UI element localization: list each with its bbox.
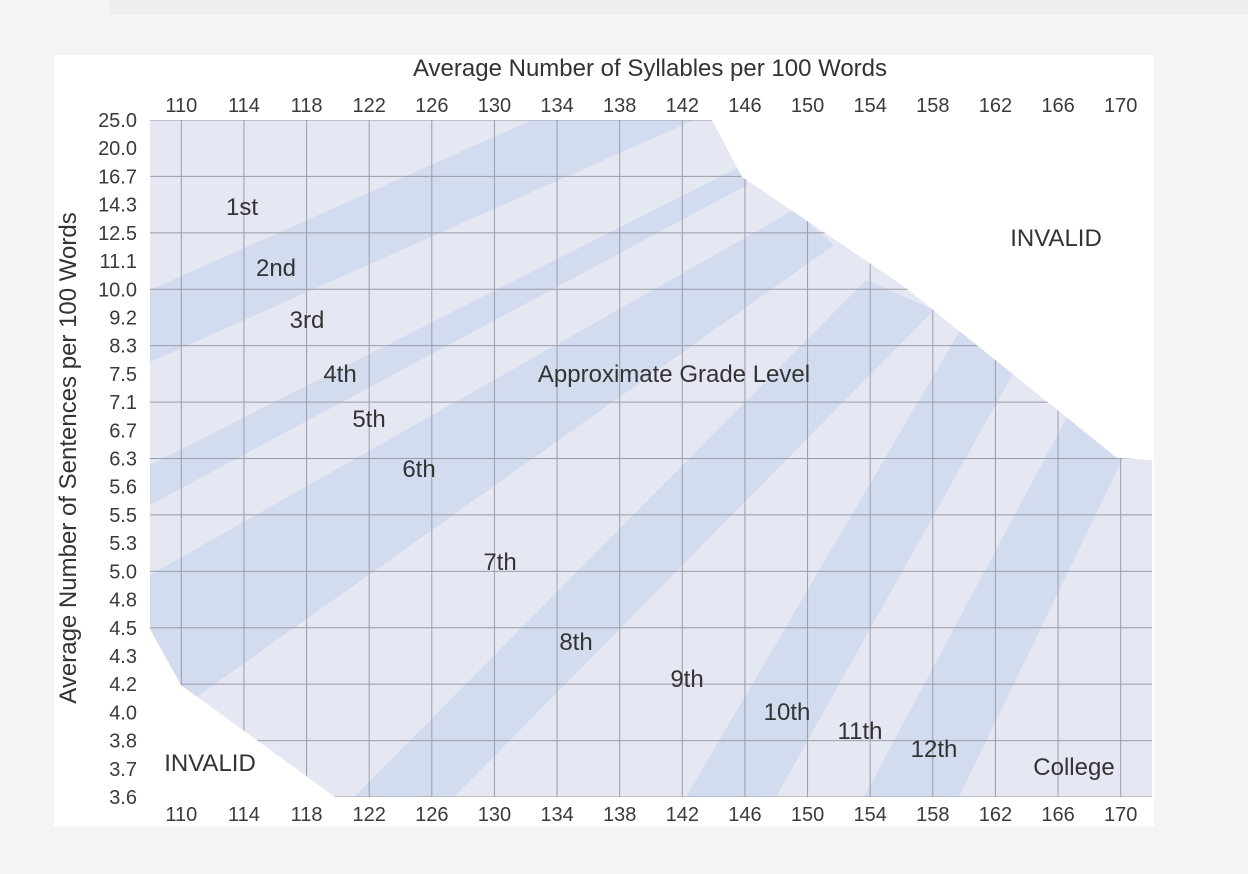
grade-label-2nd: 2nd — [256, 255, 296, 282]
x-tick-label-top: 126 — [415, 95, 448, 117]
x-tick-label-top: 114 — [228, 95, 260, 117]
y-tick-label: 3.8 — [109, 731, 137, 753]
x-tick-label-top: 170 — [1104, 95, 1137, 117]
y-tick-label: 8.3 — [109, 336, 137, 358]
y-tick-label: 25.0 — [98, 110, 137, 132]
x-tick-label-bottom: 170 — [1104, 804, 1137, 826]
x-axis-top: 110 114 118 122 126 130 134 138 142 146 150 154 158 1… — [165, 95, 1137, 117]
x-tick-label-top: 122 — [353, 95, 386, 117]
fry-readability-graph: 110 114 118 122 126 130 134 138 142 146 150 154 158 1… — [54, 55, 1154, 826]
y-tick-label: 6.7 — [109, 420, 137, 442]
grade-label-9th: 9th — [670, 666, 703, 693]
x-tick-label-bottom: 126 — [415, 804, 448, 826]
grade-band-12th — [864, 385, 1144, 797]
x-tick-label-bottom: 122 — [353, 804, 386, 826]
x-tick-label-bottom: 138 — [603, 804, 636, 826]
grade-label-4th: 4th — [323, 361, 356, 388]
grade-label-college: College — [1033, 754, 1114, 781]
x-tick-label-bottom: 150 — [791, 804, 824, 826]
y-axis-title: Average Number of Sentences per 100 Word… — [55, 212, 82, 703]
grade-label-3rd: 3rd — [290, 307, 325, 334]
x-tick-label-top: 134 — [540, 95, 573, 117]
y-tick-label: 3.7 — [109, 759, 137, 781]
x-tick-label-bottom: 154 — [854, 804, 887, 826]
grade-band-6th — [150, 210, 834, 730]
y-tick-label: 9.2 — [109, 307, 137, 329]
y-tick-label: 7.1 — [109, 392, 137, 414]
y-tick-label: 4.5 — [109, 618, 137, 640]
grade-label-11th: 11th — [838, 718, 883, 745]
x-tick-label-bottom: 114 — [228, 804, 260, 826]
y-tick-label: 4.0 — [109, 702, 137, 724]
y-tick-label: 5.0 — [109, 561, 137, 583]
grade-label-5th: 5th — [352, 406, 385, 433]
y-tick-label: 6.3 — [109, 449, 137, 471]
top-strip — [110, 0, 1248, 14]
x-tick-label-top: 154 — [854, 95, 887, 117]
y-tick-label: 4.8 — [109, 590, 137, 612]
y-tick-label: 12.5 — [98, 223, 137, 245]
x-tick-label-top: 158 — [916, 95, 949, 117]
chart-svg: 110 114 118 122 126 130 134 138 142 146 150 154 158 1… — [55, 55, 1152, 826]
x-tick-label-top: 166 — [1041, 95, 1074, 117]
grade-label-6th: 6th — [402, 456, 435, 483]
y-tick-label: 20.0 — [98, 138, 137, 160]
invalid-label-lower-left: INVALID — [164, 750, 256, 777]
y-axis: 25.0 20.0 16.7 14.3 12.5 11.1 10.0 9.2 8.3 7.5 7.1… — [98, 110, 137, 809]
y-tick-label: 16.7 — [98, 166, 137, 188]
y-tick-label: 5.6 — [109, 477, 137, 499]
grade-band-4th — [150, 163, 747, 505]
grade-bands — [150, 120, 1144, 797]
grade-band-8th — [354, 280, 934, 797]
x-tick-label-top: 142 — [666, 95, 699, 117]
y-tick-label: 10.0 — [98, 279, 137, 301]
x-tick-label-top: 130 — [478, 95, 511, 117]
grade-label-7th: 7th — [483, 549, 516, 576]
x-tick-label-bottom: 134 — [540, 804, 573, 826]
y-tick-label: 14.3 — [98, 195, 137, 217]
y-tick-label: 7.5 — [109, 364, 137, 386]
x-tick-label-bottom: 130 — [478, 804, 511, 826]
x-tick-label-bottom: 162 — [979, 804, 1012, 826]
x-axis-bottom: 110 114 118 122 126 130 134 138 142 146 150 154 158 1… — [165, 804, 1137, 826]
grade-label-10th: 10th — [764, 699, 811, 726]
y-tick-label: 4.3 — [109, 646, 137, 668]
y-tick-label: 5.5 — [109, 505, 137, 527]
x-axis-title: Average Number of Syllables per 100 Word… — [413, 55, 887, 82]
x-tick-label-top: 146 — [728, 95, 761, 117]
x-tick-label-bottom: 166 — [1041, 804, 1074, 826]
x-tick-label-top: 118 — [291, 95, 323, 117]
y-tick-label: 5.3 — [109, 533, 137, 555]
invalid-label-upper-right: INVALID — [1010, 225, 1102, 252]
x-tick-label-bottom: 146 — [728, 804, 761, 826]
grade-band-10th — [686, 310, 1029, 797]
x-tick-label-top: 138 — [603, 95, 636, 117]
y-tick-label: 3.6 — [109, 787, 137, 809]
chart-title: Approximate Grade Level — [538, 361, 810, 388]
x-tick-label-bottom: 158 — [916, 804, 949, 826]
x-tick-label-bottom: 118 — [291, 804, 323, 826]
grade-band-2nd — [150, 120, 694, 362]
y-tick-label: 4.2 — [109, 674, 137, 696]
grade-label-12th: 12th — [911, 736, 958, 763]
x-tick-label-top: 150 — [791, 95, 824, 117]
x-tick-label-bottom: 110 — [165, 804, 197, 826]
x-tick-label-top: 110 — [165, 95, 197, 117]
x-tick-label-top: 162 — [979, 95, 1012, 117]
grade-label-8th: 8th — [559, 629, 592, 656]
grade-label-1st: 1st — [226, 194, 258, 221]
x-tick-label-bottom: 142 — [666, 804, 699, 826]
y-tick-label: 11.1 — [100, 251, 137, 273]
